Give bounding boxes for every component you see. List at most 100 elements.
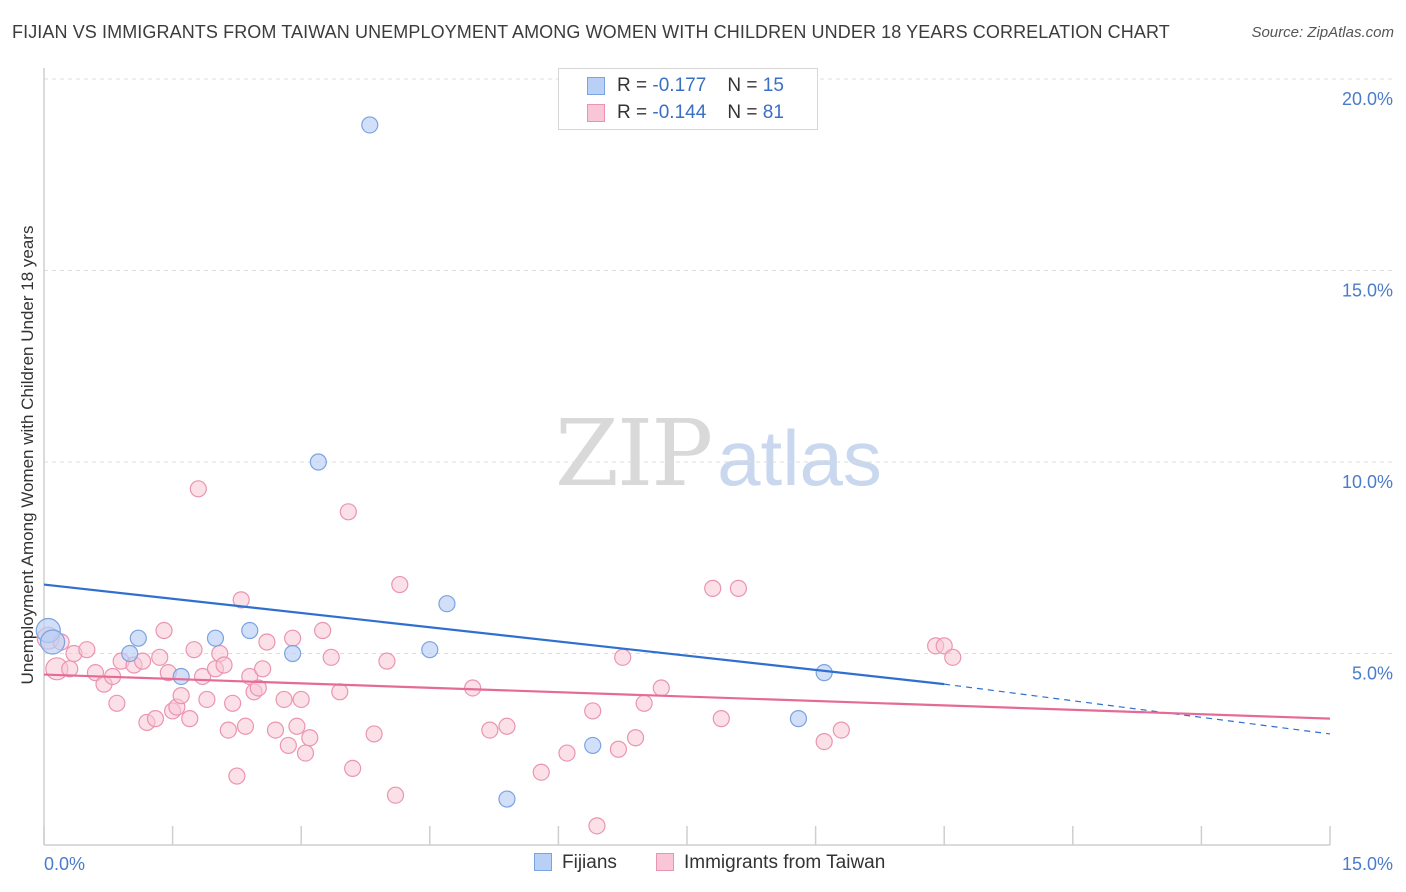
taiwan-point [155,621,173,640]
fijian-point [584,736,602,755]
taiwan-point [344,759,362,778]
taiwan-point [146,710,165,728]
fijian-point [361,116,379,134]
fijian-point [241,621,259,640]
watermark-zip: ZIP [555,400,713,507]
taiwan-point [626,729,645,747]
chart-title: FIJIAN VS IMMIGRANTS FROM TAIWAN UNEMPLO… [12,22,1170,42]
y-tick-label: 5.0% [1352,664,1393,684]
fijian-point [438,595,456,613]
taiwan-trend-line [43,673,1331,720]
taiwan-point [292,690,310,709]
taiwan-point [832,721,850,739]
legend-swatch-fijians [587,77,605,95]
fijian-point [121,644,139,663]
taiwan-point [584,702,602,720]
x-tick-label: 15.0% [1342,854,1393,874]
taiwan-point [108,694,126,712]
taiwan-point [712,710,730,728]
taiwan-point [635,694,653,712]
taiwan-point [391,575,409,594]
taiwan-point [704,579,722,597]
taiwan-point [498,717,516,735]
n-value-fijians: 15 [762,75,784,96]
legend-item-taiwan: Immigrants from Taiwan [656,852,885,874]
fijian-point [129,629,147,647]
fijian-point [421,641,439,659]
taiwan-point [365,725,383,743]
watermark-atlas: atlas [717,414,882,502]
taiwan-point [236,717,255,735]
r-label: R = [617,75,648,96]
taiwan-point [78,641,96,659]
tick-labels: 5.0% 10.0% 15.0% 20.0% 0.0% 15.0% [44,89,1393,874]
taiwan-point [532,763,550,781]
taiwan-point [386,786,405,804]
fijian-point [206,629,225,647]
taiwan-point [266,721,285,739]
taiwan-point [219,721,237,739]
legend-correlation: R = -0.177 N = 15 R = -0.144 N = 81 [558,68,818,130]
fijian-point [815,664,833,682]
legend-text-fijians: R = -0.177 N = 15 [617,75,784,97]
taiwan-point [815,732,833,751]
x-tick-label: 0.0% [44,854,85,874]
taiwan-point [935,637,953,655]
n-label: N = [727,75,758,96]
fijian-point [39,629,66,655]
r-value-taiwan: -0.144 [652,102,707,123]
y-tick-label: 20.0% [1342,89,1393,109]
taiwan-point [481,721,499,739]
taiwan-point [224,694,242,712]
taiwan-point [228,767,246,785]
taiwan-point [133,652,152,670]
taiwan-point [378,652,396,670]
taiwan-point [339,503,357,521]
taiwan-point [296,744,315,762]
taiwan-point [215,656,233,674]
taiwan-point [258,633,276,651]
taiwan-point [279,736,297,755]
fijian-point [284,644,302,663]
taiwan-point [652,679,670,697]
y-tick-label: 10.0% [1342,472,1393,492]
taiwan-point [729,579,748,597]
legend-text-taiwan: R = -0.144 N = 81 [617,102,784,124]
taiwan-point [314,621,332,640]
r-value-fijians: -0.177 [652,75,707,96]
watermark: ZIPatlas [555,400,882,507]
taiwan-point [322,648,340,666]
taiwan-point [588,817,606,835]
taiwan-point [172,687,190,705]
fijian-point [498,790,516,808]
taiwan-point [614,648,632,666]
taiwan-point [198,690,216,709]
fijian-point [309,453,327,471]
taiwan-point [331,683,349,701]
series-fijian-points [35,116,833,808]
taiwan-point [185,641,203,659]
r-label: R = [617,102,648,123]
taiwan-point [275,690,293,709]
legend-swatch-taiwan [587,104,605,122]
taiwan-point [944,648,962,666]
fijian-trend-line [43,583,945,686]
n-value-taiwan: 81 [762,102,784,123]
legend-swatch-taiwan [656,853,674,871]
y-tick-label: 15.0% [1342,281,1393,301]
axes [43,68,1331,846]
taiwan-point [232,591,250,609]
fijian-point [172,667,190,686]
taiwan-point [249,679,267,697]
taiwan-point [288,717,306,735]
trend-lines [43,583,1331,735]
n-label: N = [727,102,758,123]
taiwan-point [609,740,628,758]
chart-source: Source: ZipAtlas.com [1251,24,1394,41]
series-taiwan-points [36,480,962,835]
legend-label-fijians: Fijians [562,852,617,873]
legend-swatch-fijians [534,853,552,871]
taiwan-point [301,729,319,747]
legend-label-taiwan: Immigrants from Taiwan [684,852,886,873]
